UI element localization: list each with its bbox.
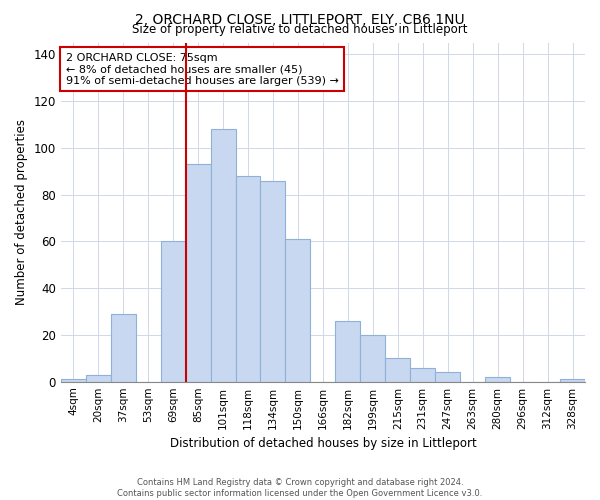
Bar	[61, 380, 86, 382]
Bar	[335, 321, 361, 382]
Bar	[286, 239, 310, 382]
Bar	[185, 164, 211, 382]
Bar	[385, 358, 410, 382]
X-axis label: Distribution of detached houses by size in Littleport: Distribution of detached houses by size …	[170, 437, 476, 450]
Bar	[211, 129, 236, 382]
Bar	[161, 242, 185, 382]
Bar	[111, 314, 136, 382]
Bar	[236, 176, 260, 382]
Bar	[260, 180, 286, 382]
Text: 2 ORCHARD CLOSE: 75sqm
← 8% of detached houses are smaller (45)
91% of semi-deta: 2 ORCHARD CLOSE: 75sqm ← 8% of detached …	[66, 52, 339, 86]
Y-axis label: Number of detached properties: Number of detached properties	[15, 119, 28, 305]
Bar	[485, 377, 510, 382]
Text: Size of property relative to detached houses in Littleport: Size of property relative to detached ho…	[132, 22, 468, 36]
Bar	[86, 374, 111, 382]
Bar	[560, 380, 585, 382]
Bar	[435, 372, 460, 382]
Bar	[410, 368, 435, 382]
Bar	[361, 335, 385, 382]
Text: Contains HM Land Registry data © Crown copyright and database right 2024.
Contai: Contains HM Land Registry data © Crown c…	[118, 478, 482, 498]
Text: 2, ORCHARD CLOSE, LITTLEPORT, ELY, CB6 1NU: 2, ORCHARD CLOSE, LITTLEPORT, ELY, CB6 1…	[135, 12, 465, 26]
